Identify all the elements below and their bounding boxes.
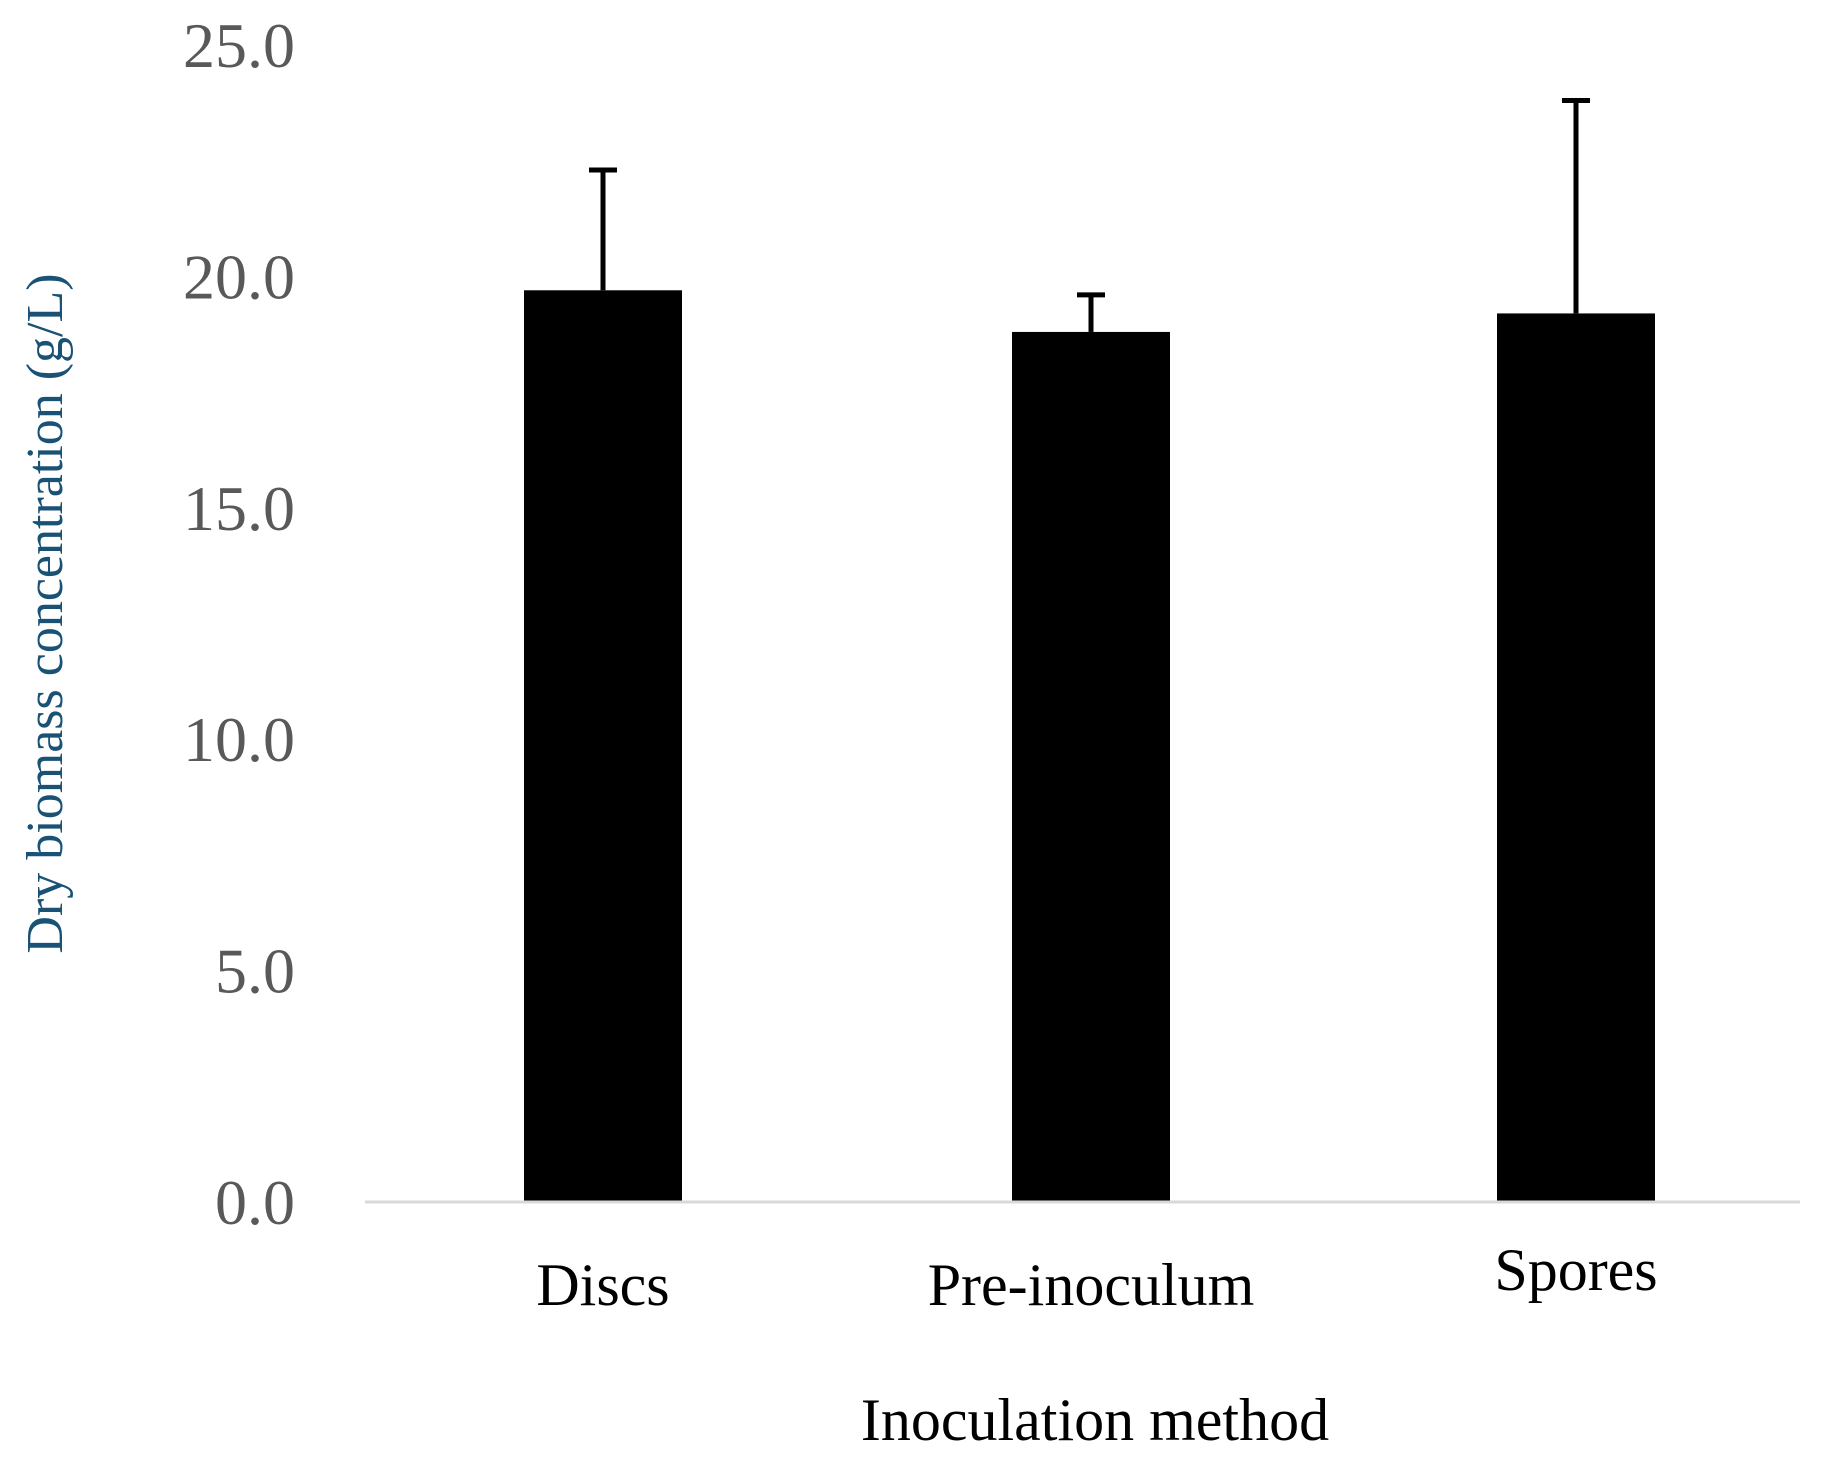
bar-spores	[1497, 313, 1655, 1202]
y-tick-label: 5.0	[215, 936, 295, 1007]
bar-pre-inoculum	[1012, 331, 1170, 1202]
x-tick-label: Spores	[1494, 1237, 1657, 1303]
y-tick-label: 25.0	[183, 10, 295, 81]
y-axis-label: Dry biomass concentration (g/L)	[17, 273, 74, 953]
bars	[524, 290, 1655, 1202]
y-tick-label: 15.0	[183, 473, 295, 544]
y-tick-label: 20.0	[183, 241, 295, 312]
bar-discs	[524, 290, 682, 1202]
y-tick-label: 0.0	[215, 1167, 295, 1238]
error-bars	[589, 98, 1590, 332]
y-axis-ticks: 0.0 5.0 10.0 15.0 20.0 25.0	[183, 10, 295, 1238]
x-axis-tick-labels: Discs Pre-inoculum Spores	[536, 1237, 1657, 1318]
x-tick-label: Pre-inoculum	[928, 1252, 1255, 1318]
x-axis-label: Inoculation method	[861, 1387, 1329, 1453]
x-tick-label: Discs	[536, 1252, 669, 1318]
y-tick-label: 10.0	[183, 704, 295, 775]
